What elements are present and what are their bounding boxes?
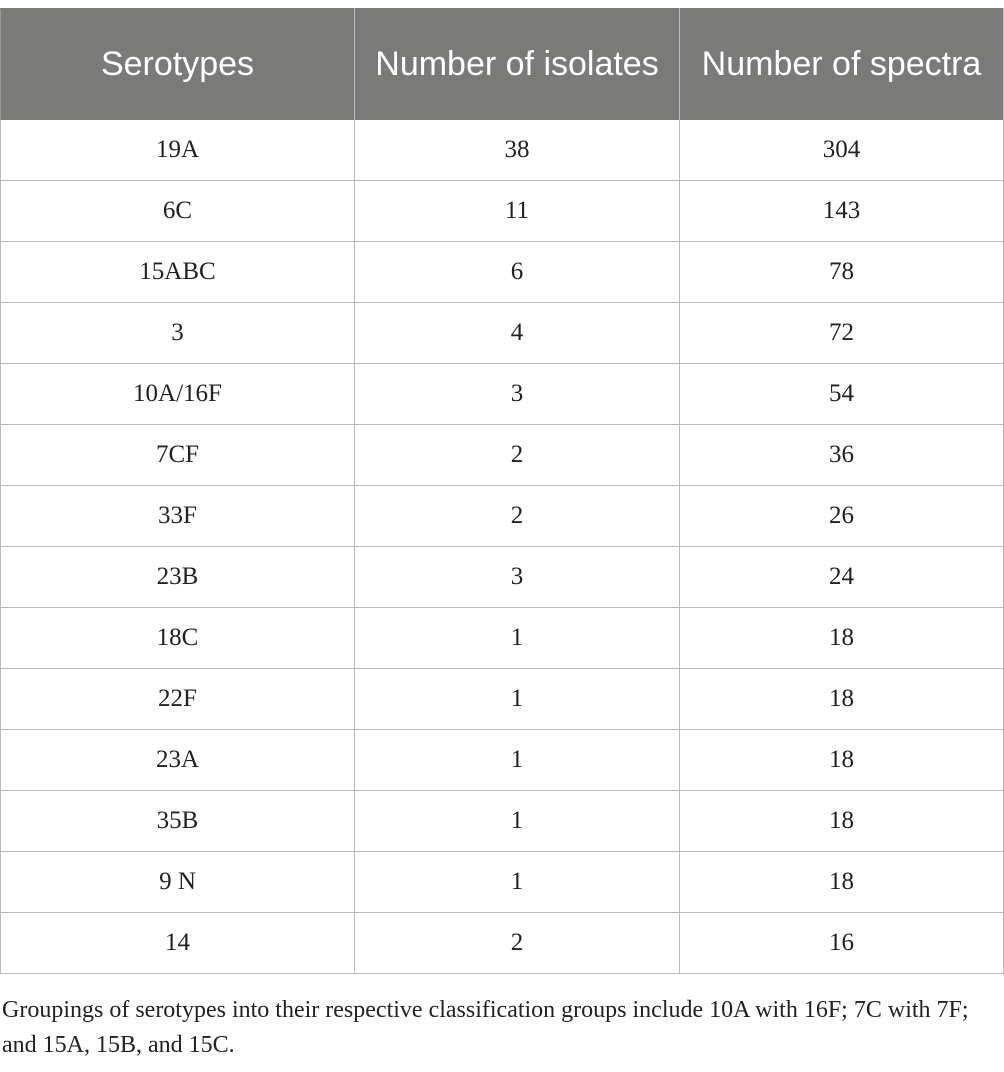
table-row: 9 N 1 18 <box>0 851 1004 913</box>
table-row: 18C 1 18 <box>0 607 1004 669</box>
header-serotypes: Serotypes <box>0 8 355 120</box>
serotype-cell: 23A <box>0 729 355 791</box>
spectra-count-cell: 78 <box>679 241 1004 303</box>
isolates-count-cell: 1 <box>354 790 680 852</box>
serotype-cell: 6C <box>0 180 355 242</box>
table-row: 33F 2 26 <box>0 485 1004 547</box>
serotype-cell: 3 <box>0 302 355 364</box>
table-row: 7CF 2 36 <box>0 424 1004 486</box>
spectra-count-cell: 26 <box>679 485 1004 547</box>
serotype-table-container: Serotypes Number of isolates Number of s… <box>0 8 1004 974</box>
spectra-count-cell: 36 <box>679 424 1004 486</box>
isolates-count-cell: 3 <box>354 363 680 425</box>
spectra-count-cell: 24 <box>679 546 1004 608</box>
spectra-count-cell: 18 <box>679 668 1004 730</box>
isolates-count-cell: 3 <box>354 546 680 608</box>
isolates-count-cell: 4 <box>354 302 680 364</box>
isolates-count-cell: 2 <box>354 912 680 974</box>
table-row: 23B 3 24 <box>0 546 1004 608</box>
isolates-count-cell: 38 <box>354 119 680 181</box>
serotype-cell: 23B <box>0 546 355 608</box>
spectra-count-cell: 143 <box>679 180 1004 242</box>
serotype-cell: 7CF <box>0 424 355 486</box>
header-number-of-isolates: Number of isolates <box>354 8 680 120</box>
table-footnote: Groupings of serotypes into their respec… <box>2 997 969 1058</box>
serotype-cell: 22F <box>0 668 355 730</box>
spectra-count-cell: 18 <box>679 790 1004 852</box>
table-row: 23A 1 18 <box>0 729 1004 791</box>
table-row: 3 4 72 <box>0 302 1004 364</box>
isolates-count-cell: 1 <box>354 729 680 791</box>
header-number-of-spectra: Number of spectra <box>679 8 1004 120</box>
spectra-count-cell: 72 <box>679 302 1004 364</box>
isolates-count-cell: 11 <box>354 180 680 242</box>
isolates-count-cell: 2 <box>354 424 680 486</box>
isolates-count-cell: 6 <box>354 241 680 303</box>
serotype-cell: 10A/16F <box>0 363 355 425</box>
spectra-count-cell: 304 <box>679 119 1004 181</box>
table-row: 19A 38 304 <box>0 119 1004 181</box>
serotype-cell: 33F <box>0 485 355 547</box>
spectra-count-cell: 18 <box>679 851 1004 913</box>
table-header: Serotypes Number of isolates Number of s… <box>0 8 1004 120</box>
table-body: 19A 38 304 6C 11 143 15ABC 6 78 3 4 72 10A/16F 3 54 7CF… <box>0 119 1004 974</box>
isolates-count-cell: 1 <box>354 668 680 730</box>
serotype-cell: 35B <box>0 790 355 852</box>
serotype-cell: 18C <box>0 607 355 669</box>
serotype-cell: 14 <box>0 912 355 974</box>
table-row: 6C 11 143 <box>0 180 1004 242</box>
isolates-count-cell: 1 <box>354 607 680 669</box>
table-row: 35B 1 18 <box>0 790 1004 852</box>
spectra-count-cell: 16 <box>679 912 1004 974</box>
table-row: 14 2 16 <box>0 912 1004 974</box>
spectra-count-cell: 18 <box>679 729 1004 791</box>
serotype-cell: 15ABC <box>0 241 355 303</box>
spectra-count-cell: 18 <box>679 607 1004 669</box>
table-row: 22F 1 18 <box>0 668 1004 730</box>
isolates-count-cell: 2 <box>354 485 680 547</box>
table-row: 10A/16F 3 54 <box>0 363 1004 425</box>
serotype-cell: 9 N <box>0 851 355 913</box>
header-row: Serotypes Number of isolates Number of s… <box>0 8 1004 120</box>
isolates-count-cell: 1 <box>354 851 680 913</box>
table-row: 15ABC 6 78 <box>0 241 1004 303</box>
serotype-cell: 19A <box>0 119 355 181</box>
spectra-count-cell: 54 <box>679 363 1004 425</box>
serotype-table: Serotypes Number of isolates Number of s… <box>0 8 1004 974</box>
